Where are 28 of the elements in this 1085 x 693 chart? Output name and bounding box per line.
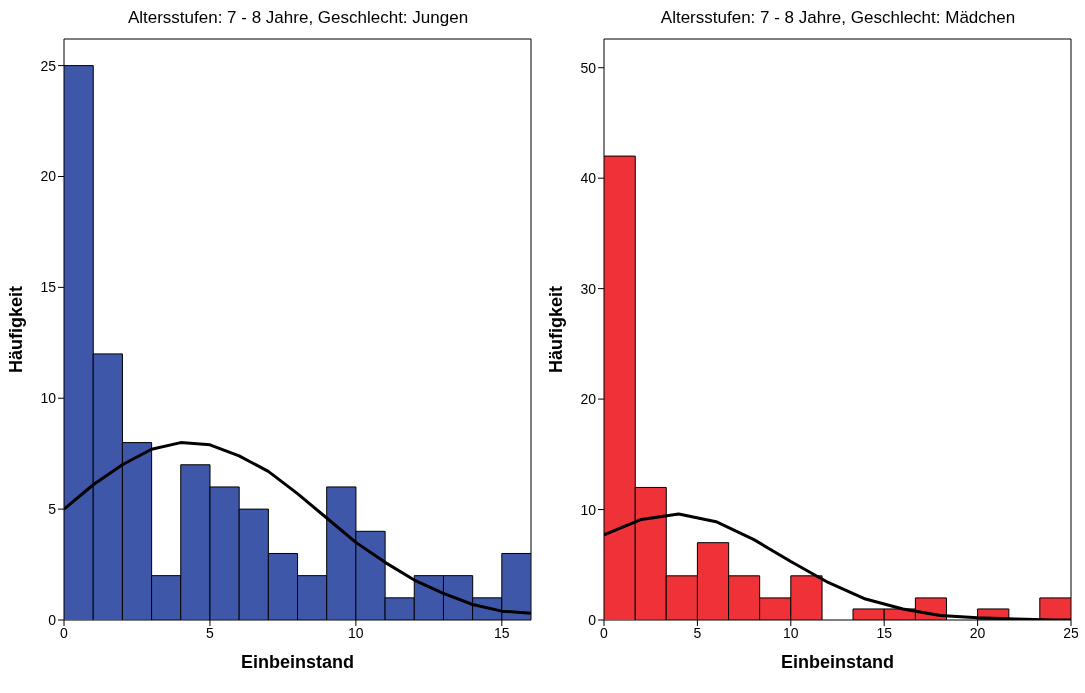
y-axis-title: Häufigkeit [546, 285, 567, 374]
y-tick-label: 25 [40, 57, 57, 74]
x-tick-label: 0 [600, 624, 609, 641]
y-tick-label: 0 [48, 611, 57, 628]
y-tick-label: 20 [580, 391, 597, 408]
x-tick-label: 20 [969, 624, 986, 641]
x-tick-label: 10 [783, 624, 799, 641]
y-tick-label: 10 [580, 501, 597, 518]
y-tick-label: 40 [580, 170, 597, 187]
chart-title: Altersstufen: 7 - 8 Jahre, Geschlecht: Mädchen [659, 8, 1017, 29]
y-tick-label: 5 [48, 501, 57, 518]
y-tick-label: 20 [40, 168, 57, 185]
y-axis-title: Häufigkeit [6, 285, 27, 374]
x-tick-label: 0 [60, 624, 69, 641]
x-tick-label: 15 [876, 624, 893, 641]
x-tick-label: 25 [1063, 624, 1079, 641]
y-tick-label: 15 [40, 279, 57, 296]
y-tick-label: 10 [40, 390, 57, 407]
y-tick-label: 0 [588, 611, 597, 628]
chart-title: Altersstufen: 7 - 8 Jahre, Geschlecht: Jungen [126, 8, 470, 29]
x-axis-title: Einbeinstand [240, 652, 355, 672]
x-axis-title: Einbeinstand [780, 652, 895, 672]
y-tick-label: 30 [580, 280, 597, 297]
x-tick-label: 5 [206, 624, 215, 641]
x-tick-label: 5 [693, 624, 702, 641]
y-tick-label: 50 [580, 59, 597, 76]
x-tick-label: 10 [348, 624, 364, 641]
x-tick-label: 15 [494, 624, 510, 641]
